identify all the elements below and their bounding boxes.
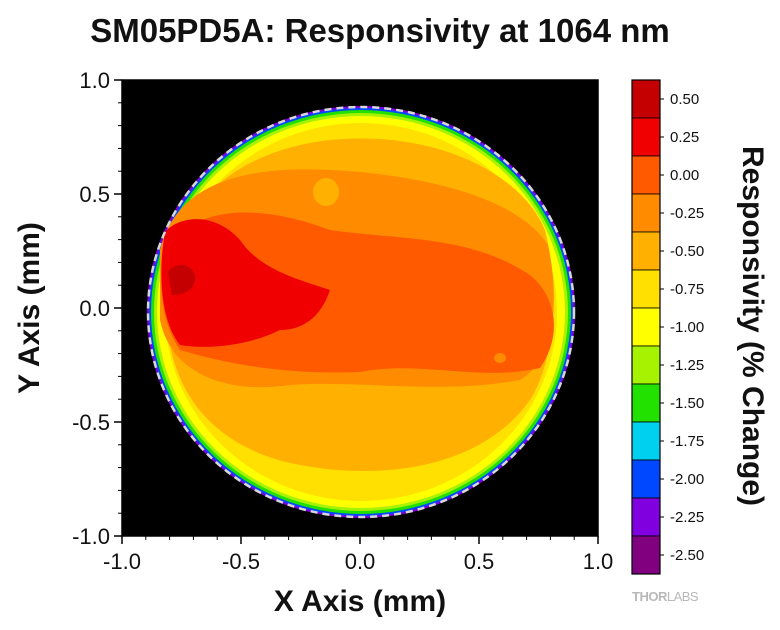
colorbar-swatch	[631, 383, 661, 423]
colorbar-tick-label: -0.75	[670, 281, 704, 298]
colorbar-tick-label: -1.50	[670, 395, 704, 412]
colorbar-swatch	[631, 117, 661, 157]
colorbar-swatch	[631, 79, 661, 119]
colorbar-tick-label: -1.75	[670, 433, 704, 450]
colorbar-swatch	[631, 193, 661, 233]
contour-island	[313, 178, 339, 206]
y-tick-label: 0.0	[79, 296, 110, 321]
x-tick-label: -1.0	[103, 549, 141, 574]
colorbar-swatch	[631, 497, 661, 537]
y-tick-label: 1.0	[79, 68, 110, 93]
colorbar-tick-label: -1.25	[670, 357, 704, 374]
colorbar-tick-label: -2.25	[670, 509, 704, 526]
colorbar-swatch	[631, 155, 661, 195]
y-axis-label: Y Axis (mm)	[13, 222, 46, 394]
colorbar-swatch	[631, 231, 661, 271]
colorbar-tick-label: 0.50	[670, 91, 699, 108]
y-tick-label: -1.0	[72, 524, 110, 549]
colorbar-tick-label: 0.25	[670, 129, 699, 146]
x-axis-label: X Axis (mm)	[273, 585, 447, 618]
colorbar-tick-label: -0.50	[670, 243, 704, 260]
x-tick-label: 0.0	[345, 549, 376, 574]
y-tick-label: 0.5	[79, 182, 110, 207]
colorbar-tick-label: -1.00	[670, 319, 704, 336]
colorbar-swatch	[631, 421, 661, 461]
x-tick-label: -0.5	[222, 549, 260, 574]
y-tick-label: -0.5	[72, 410, 110, 435]
colorbar-swatch	[631, 307, 661, 347]
x-tick-label: 0.5	[464, 549, 495, 574]
colorbar-swatch	[631, 535, 661, 575]
chart-title: SM05PD5A: Responsivity at 1064 nm	[90, 12, 670, 49]
colorbar-swatch	[631, 459, 661, 499]
thorlabs-logo: THORLABS	[632, 589, 699, 604]
colorbar-swatch	[631, 269, 661, 309]
x-tick-label: 1.0	[583, 549, 614, 574]
colorbar-frame	[631, 79, 661, 575]
colorbar-tick-label: 0.00	[670, 167, 699, 184]
contour-island-small	[494, 353, 506, 363]
colorbar-label: Responsivity (% Change)	[736, 145, 769, 507]
colorbar-tick-label: -2.00	[670, 471, 704, 488]
detector-edge-circle	[146, 105, 576, 519]
contour-band-red	[161, 219, 330, 347]
colorbar-tick-label: -0.25	[670, 205, 704, 222]
colorbar-tick-label: -2.50	[670, 547, 704, 564]
contour-band-darkred	[168, 264, 196, 295]
axes: -1.0 -0.5 0.0 0.5 1.0 1.0 0.5 0.0 -0.5 -1.0	[72, 68, 613, 574]
colorbar: 0.50 0.25 0.00 -0.25 -0.50 -0.75 -1.00 -1.25 -1.…	[631, 79, 704, 575]
colorbar-swatch	[631, 345, 661, 385]
contour-map	[146, 105, 576, 519]
